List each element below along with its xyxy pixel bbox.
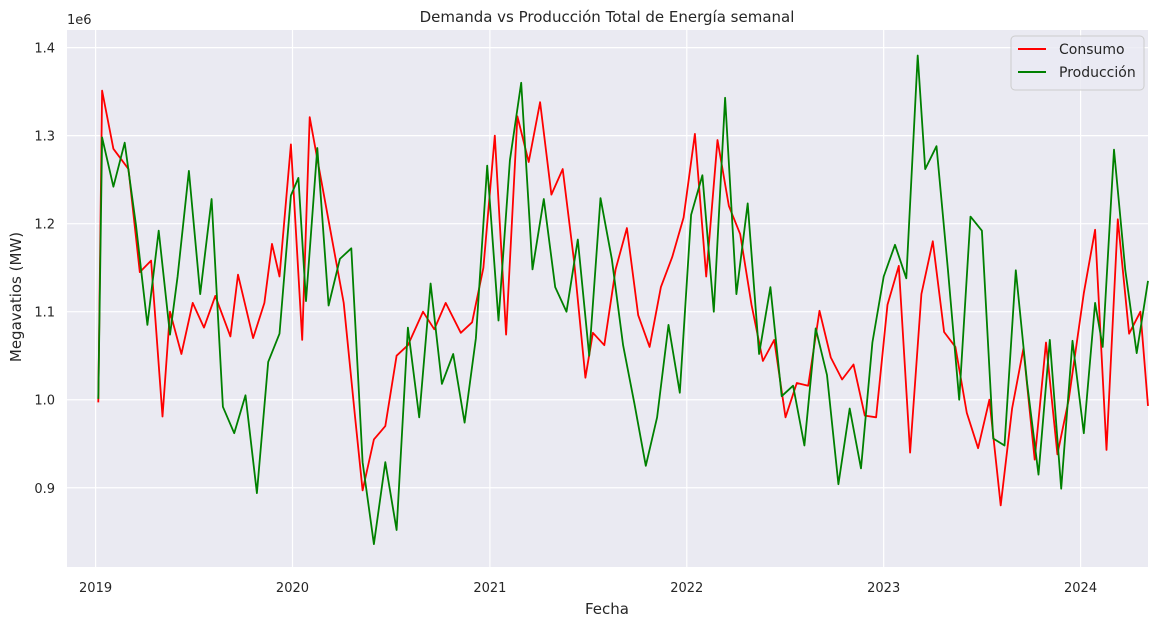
x-tick-label: 2020	[276, 581, 309, 596]
chart-title: Demanda vs Producción Total de Energía s…	[420, 8, 795, 26]
y-tick-label: 1.2	[34, 218, 55, 233]
x-axis-title: Fecha	[585, 600, 629, 618]
legend-label-consumo: Consumo	[1059, 42, 1125, 58]
x-tick-label: 2023	[867, 581, 900, 596]
legend: Consumo Producción	[1010, 35, 1145, 91]
y-axis: 0.9 1.0 1.1 1.2 1.3 1.4	[34, 42, 55, 497]
x-tick-label: 2021	[473, 581, 506, 596]
x-tick-label: 2019	[79, 581, 112, 596]
y-tick-label: 0.9	[34, 482, 55, 497]
y-tick-label: 1.1	[34, 306, 55, 321]
y-offset-label: 1e6	[67, 13, 92, 28]
series-line-produccion	[97, 54, 1149, 545]
plot-area	[67, 30, 1148, 567]
y-axis-title: Megavatios (MW)	[7, 232, 25, 362]
y-tick-label: 1.0	[34, 394, 55, 409]
y-tick-label: 1.3	[34, 130, 55, 145]
y-tick-label: 1.4	[34, 42, 55, 57]
series-line-consumo	[97, 89, 1149, 507]
x-axis: 2019 2020 2021 2022 2023 2024	[79, 581, 1097, 596]
x-tick-label: 2024	[1064, 581, 1097, 596]
x-tick-label: 2022	[670, 581, 703, 596]
legend-label-produccion: Producción	[1059, 65, 1136, 81]
series-layer	[97, 54, 1149, 545]
